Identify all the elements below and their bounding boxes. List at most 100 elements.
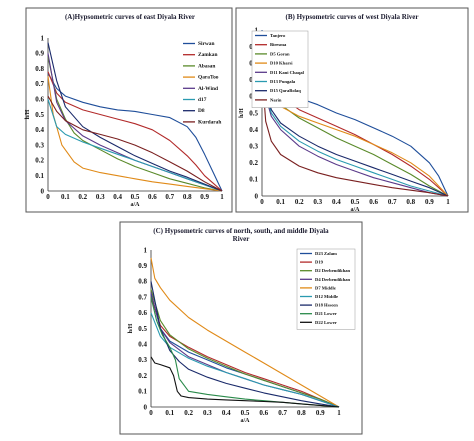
legend-label-a-4: Al-Wind bbox=[198, 86, 218, 92]
y-tick-label-a: 0.7 bbox=[35, 80, 44, 88]
x-tick-label-a: 0.9 bbox=[200, 193, 209, 201]
legend-label-c-2: D2 Derbendikhan bbox=[315, 268, 351, 273]
legend-label-a-0: Sirwan bbox=[198, 41, 214, 47]
x-tick-label-a: 0.1 bbox=[61, 193, 70, 201]
legend-label-a-3: QaraToo bbox=[198, 75, 219, 81]
panel-a-title: (A)Hypsometric curves of east Diyala Riv… bbox=[65, 13, 195, 21]
y-axis-label-b: h/H bbox=[239, 108, 245, 118]
x-tick-label-b: 0.6 bbox=[369, 198, 378, 206]
x-tick-label-c: 0.9 bbox=[316, 409, 325, 417]
legend-label-b-2: D5 Goran bbox=[270, 51, 290, 56]
y-tick-label-b: 1 bbox=[255, 26, 259, 34]
legend-label-a-5: d17 bbox=[198, 97, 207, 103]
x-tick-label-b: 1 bbox=[446, 198, 450, 206]
legend-label-b-5: D13 Pungala bbox=[270, 79, 296, 84]
y-tick-label-c: 0.9 bbox=[138, 262, 147, 270]
x-tick-label-b: 0 bbox=[260, 198, 264, 206]
x-tick-label-b: 0.7 bbox=[388, 198, 397, 206]
x-tick-label-b: 0.5 bbox=[351, 198, 360, 206]
y-tick-label-a: 0.3 bbox=[35, 141, 44, 149]
series-line-a-5 bbox=[47, 99, 223, 192]
y-tick-label-a: 0.4 bbox=[35, 126, 44, 134]
series-line-a-4 bbox=[47, 53, 223, 192]
y-tick-label-c: 0.3 bbox=[138, 356, 147, 364]
panel-a-east-diyala: (A)Hypsometric curves of east Diyala Riv… bbox=[25, 7, 233, 213]
x-tick-label-c: 0.2 bbox=[184, 409, 193, 417]
x-tick-label-c: 0.8 bbox=[297, 409, 306, 417]
series-line-c-4 bbox=[150, 257, 340, 408]
series-line-b-5 bbox=[261, 41, 449, 197]
series-line-b-4 bbox=[261, 38, 449, 197]
series-line-c-6 bbox=[150, 281, 340, 408]
x-tick-label-b: 0.1 bbox=[276, 198, 285, 206]
legend-label-a-7: Kurdarah bbox=[198, 119, 221, 125]
panel-c-north-south-middle-diyala: (C) Hypsometric curves of north, south, … bbox=[119, 221, 363, 435]
x-tick-label-c: 0.6 bbox=[259, 409, 268, 417]
y-tick-label-c: 1 bbox=[144, 246, 148, 254]
legend-label-a-6: D8 bbox=[198, 108, 205, 114]
series-line-a-1 bbox=[47, 71, 223, 192]
series-line-a-2 bbox=[47, 56, 223, 192]
x-axis-label-c: a/A bbox=[241, 418, 251, 424]
y-tick-label-a: 0.8 bbox=[35, 65, 44, 73]
panel-b-west-diyala: (B) Hypsometric curves of west Diyala Ri… bbox=[235, 7, 469, 213]
y-tick-label-c: 0.7 bbox=[138, 293, 147, 301]
x-tick-label-b: 0.4 bbox=[332, 198, 341, 206]
x-tick-label-a: 0.5 bbox=[131, 193, 140, 201]
x-tick-label-c: 1 bbox=[337, 409, 341, 417]
y-tick-label-b: 0.2 bbox=[249, 159, 258, 167]
x-tick-label-c: 0.1 bbox=[165, 409, 174, 417]
x-tick-label-a: 0.6 bbox=[148, 193, 157, 201]
x-tick-label-a: 0.3 bbox=[96, 193, 105, 201]
legend-label-c-8: D22 Lower bbox=[315, 320, 337, 325]
y-tick-label-c: 0.1 bbox=[138, 388, 147, 396]
legend-label-c-6: D18 Hsseen bbox=[315, 303, 338, 308]
y-tick-label-a: 0.2 bbox=[35, 157, 44, 165]
series-line-c-1 bbox=[150, 296, 340, 408]
legend-label-a-2: Abasan bbox=[198, 63, 215, 69]
y-tick-label-a: 0 bbox=[41, 187, 45, 195]
series-line-c-2 bbox=[150, 289, 340, 408]
legend-label-b-4: D11 Kani Chaqal bbox=[270, 70, 305, 75]
legend-label-c-3: D4 Derbendikhan bbox=[315, 277, 351, 282]
series-line-a-0 bbox=[47, 72, 223, 192]
legend-label-b-6: D15 QaraBolaq bbox=[270, 88, 301, 93]
y-tick-label-c: 0.5 bbox=[138, 325, 147, 333]
series-line-a-7 bbox=[47, 95, 223, 192]
panel-c-title-line-2: River bbox=[233, 235, 250, 243]
legend-label-b-3: D10 Kharsi bbox=[270, 61, 293, 66]
y-tick-label-b: 0 bbox=[255, 192, 259, 200]
y-tick-label-c: 0 bbox=[144, 403, 148, 411]
x-tick-label-a: 0.4 bbox=[113, 193, 122, 201]
y-tick-label-a: 1 bbox=[41, 34, 45, 42]
x-tick-label-b: 0.3 bbox=[313, 198, 322, 206]
x-tick-label-a: 0.7 bbox=[165, 193, 174, 201]
x-tick-label-b: 0.8 bbox=[406, 198, 415, 206]
legend-label-c-1: D19 bbox=[315, 260, 324, 265]
y-tick-label-c: 0.6 bbox=[138, 309, 147, 317]
x-tick-label-c: 0.3 bbox=[203, 409, 212, 417]
x-tick-label-c: 0 bbox=[149, 409, 153, 417]
legend-label-a-1: Zamkan bbox=[198, 52, 217, 58]
series-line-a-6 bbox=[47, 42, 223, 192]
y-axis-label-c: h/H bbox=[128, 323, 134, 333]
x-tick-label-c: 0.5 bbox=[241, 409, 250, 417]
y-tick-label-b: 0.4 bbox=[249, 126, 258, 134]
y-tick-label-c: 0.2 bbox=[138, 372, 147, 380]
series-line-c-8 bbox=[150, 356, 340, 408]
y-tick-label-b: 0.5 bbox=[249, 109, 258, 117]
panel-c-title-line-1: (C) Hypsometric curves of north, south, … bbox=[153, 227, 329, 235]
legend-label-b-7: Narin bbox=[270, 97, 282, 102]
x-tick-label-a: 0.2 bbox=[78, 193, 87, 201]
y-tick-label-b: 0.3 bbox=[249, 143, 258, 151]
legend-label-c-4: D7 Middle bbox=[315, 285, 336, 290]
y-tick-label-a: 0.9 bbox=[35, 50, 44, 58]
panel-b-title: (B) Hypsometric curves of west Diyala Ri… bbox=[286, 13, 419, 21]
legend-label-b-1: Biresma bbox=[270, 42, 287, 47]
series-line-a-3 bbox=[47, 76, 223, 192]
x-tick-label-a: 0.8 bbox=[183, 193, 192, 201]
x-tick-label-a: 1 bbox=[220, 193, 224, 201]
legend-label-c-7: D21 Lower bbox=[315, 311, 337, 316]
x-axis-label-a: a/A bbox=[131, 202, 141, 208]
